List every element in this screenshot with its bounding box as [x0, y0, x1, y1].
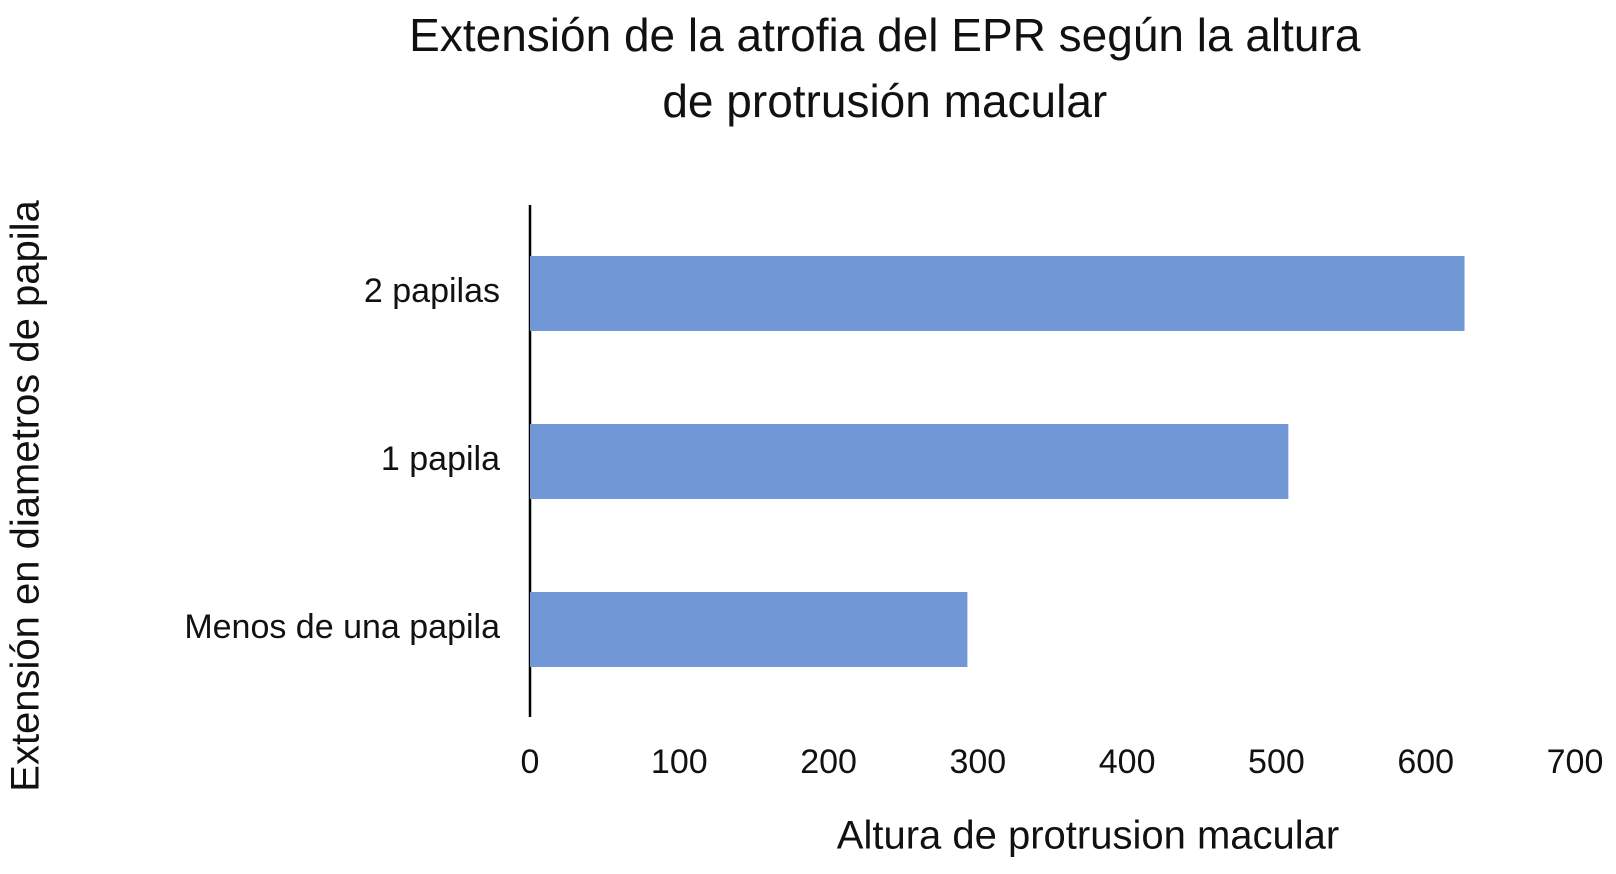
x-axis-label: Altura de protrusion macular [837, 814, 1339, 858]
x-tick-label: 200 [800, 743, 857, 781]
x-tick-label: 300 [949, 743, 1006, 781]
chart-title: Extensión de la atrofia del EPR según la… [409, 9, 1361, 127]
x-tick-label: 600 [1397, 743, 1454, 781]
x-tick-label: 0 [521, 743, 540, 781]
y-tick-label: 1 papila [381, 440, 500, 478]
y-tick-label: 2 papilas [364, 272, 500, 310]
bar [530, 424, 1289, 499]
y-axis-label: Extensión en diametros de papila [4, 200, 48, 792]
y-tick-label: Menos de una papila [184, 608, 500, 646]
bar [530, 256, 1465, 331]
x-tick-label: 500 [1248, 743, 1305, 781]
x-tick-label: 400 [1099, 743, 1156, 781]
bar [530, 592, 968, 667]
x-tick-label: 100 [651, 743, 708, 781]
x-tick-label: 700 [1547, 743, 1604, 781]
